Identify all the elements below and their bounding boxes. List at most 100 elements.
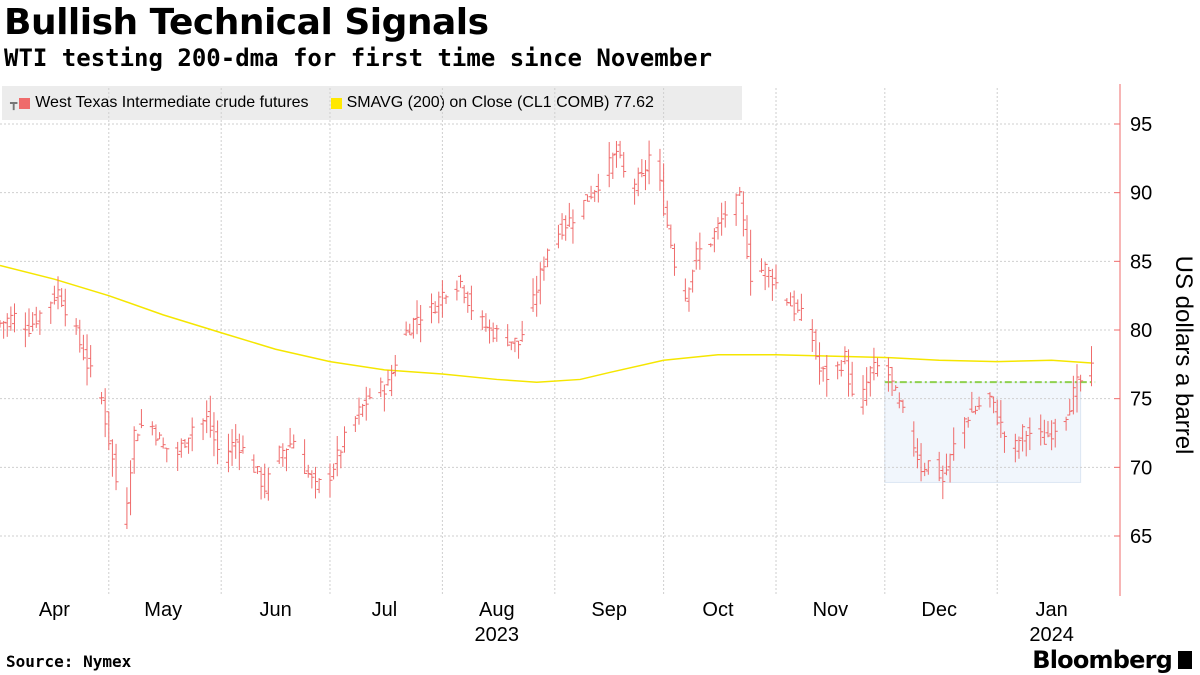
ohlc-bar bbox=[1074, 364, 1080, 413]
ohlc-bar bbox=[972, 405, 978, 415]
ohlc-bar bbox=[338, 449, 344, 469]
ohlc-bar bbox=[762, 261, 768, 291]
ohlc-bar bbox=[998, 400, 1004, 438]
ohlc-bar bbox=[744, 215, 750, 259]
ohlc-bar bbox=[189, 417, 195, 452]
ohlc-bar bbox=[439, 280, 445, 318]
ohlc-bar bbox=[410, 317, 416, 339]
ohlc-bar bbox=[791, 290, 797, 322]
ohlc-bar bbox=[240, 435, 246, 454]
ohlc-bar bbox=[534, 275, 540, 317]
ohlc-bar bbox=[461, 285, 467, 304]
ohlc-bar bbox=[686, 287, 692, 312]
ohlc-bar bbox=[1067, 398, 1073, 416]
chart-subtitle: WTI testing 200-dma for first time since… bbox=[4, 44, 713, 72]
ohlc-bar bbox=[429, 293, 435, 324]
ohlc-bar bbox=[519, 320, 525, 342]
ohlc-bar bbox=[55, 276, 61, 310]
ohlc-bar bbox=[432, 301, 438, 314]
ohlc-bar bbox=[530, 278, 536, 312]
ohlc-bar bbox=[262, 463, 268, 499]
ohlc-bar bbox=[99, 391, 105, 405]
ohlc-bar bbox=[149, 421, 155, 436]
ohlc-bar bbox=[610, 152, 616, 180]
ohlc-bar bbox=[494, 324, 500, 342]
ohlc-bar bbox=[1023, 430, 1029, 457]
ohlc-bar bbox=[157, 432, 163, 440]
ohlc-bar bbox=[922, 462, 928, 477]
ohlc-bar bbox=[737, 186, 743, 197]
legend-item-wti: ┳ West Texas Intermediate crude futures bbox=[10, 94, 309, 112]
ohlc-bar bbox=[537, 262, 543, 305]
ohlc-bar bbox=[276, 445, 282, 464]
ohlc-bar bbox=[30, 312, 36, 332]
ohlc-bar bbox=[555, 224, 561, 249]
ohlc-bar bbox=[693, 241, 699, 270]
x-tick-label: Jul bbox=[372, 599, 398, 621]
ohlc-bar bbox=[33, 306, 39, 328]
y-tick-label: 70 bbox=[1130, 457, 1152, 479]
ohlc-bar bbox=[965, 416, 971, 428]
ohlc-bar bbox=[1070, 375, 1076, 415]
ohlc-bar bbox=[378, 377, 384, 397]
ohlc-bar bbox=[769, 268, 775, 301]
ohlc-bar bbox=[584, 194, 590, 202]
bloomberg-logo: Bloomberg bbox=[1032, 646, 1192, 674]
ohlc-bar bbox=[84, 334, 90, 386]
ohlc-bar bbox=[128, 460, 134, 516]
ohlc-bar bbox=[773, 264, 779, 290]
ohlc-bar bbox=[1063, 416, 1069, 431]
chart-title: Bullish Technical Signals bbox=[4, 2, 489, 43]
ohlc-bar bbox=[798, 293, 804, 321]
ohlc-bar bbox=[940, 465, 946, 500]
ohlc-bar bbox=[211, 412, 217, 457]
ohlc-bar bbox=[657, 148, 663, 191]
y-tick-label: 65 bbox=[1130, 526, 1152, 548]
ohlc-bar bbox=[697, 232, 703, 270]
ohlc-bar bbox=[559, 213, 565, 240]
legend-item-sma: SMAVG (200) on Close (CL1 COMB) 77.62 bbox=[330, 94, 654, 112]
ohlc-bar bbox=[302, 439, 308, 474]
x-tick-label: Dec bbox=[921, 599, 957, 621]
ohlc-bar bbox=[124, 487, 130, 530]
ohlc-bar bbox=[138, 409, 144, 429]
ohlc-bar bbox=[229, 429, 235, 466]
ohlc-bar bbox=[842, 346, 848, 365]
ohlc-bar bbox=[860, 375, 866, 415]
ohlc-bar bbox=[352, 416, 358, 432]
ohlc-bar bbox=[740, 191, 746, 237]
ohlc-bar bbox=[1020, 424, 1026, 452]
ohlc-bar bbox=[835, 361, 841, 380]
ohlc-bar bbox=[182, 438, 188, 449]
ohlc-bar bbox=[925, 460, 931, 475]
ohlc-bar bbox=[392, 354, 398, 377]
ohlc-bar bbox=[668, 224, 674, 249]
ohlc-bar bbox=[367, 388, 373, 400]
ohlc-bar bbox=[200, 418, 206, 441]
ohlc-bar bbox=[671, 243, 677, 276]
bloomberg-terminal-icon bbox=[1178, 651, 1192, 669]
ohlc-bar bbox=[490, 322, 496, 343]
ohlc-bar bbox=[563, 215, 569, 241]
ohlc-bar bbox=[468, 285, 474, 320]
ohlc-bar bbox=[784, 298, 790, 306]
ohlc-bar bbox=[215, 420, 221, 465]
ohlc-bar bbox=[254, 465, 260, 475]
x-tick-label: Jan bbox=[1035, 599, 1067, 621]
ohlc-bar bbox=[1, 320, 7, 339]
ohlc-bar bbox=[487, 319, 493, 344]
x-tick-label: Nov bbox=[813, 599, 849, 621]
ohlc-bar bbox=[613, 140, 619, 168]
ohlc-bar bbox=[914, 438, 920, 469]
ohlc-bar bbox=[795, 299, 801, 313]
ohlc-bar bbox=[632, 178, 638, 205]
ohlc-bar bbox=[1016, 436, 1022, 459]
ohlc-bar bbox=[893, 385, 899, 391]
ohlc-bar bbox=[1045, 421, 1051, 438]
ohlc-bar bbox=[889, 366, 895, 396]
legend-label-sma: SMAVG (200) on Close (CL1 COMB) 77.62 bbox=[346, 94, 654, 111]
ohlc-bar bbox=[1001, 431, 1007, 453]
ohlc-bar bbox=[719, 202, 725, 236]
ohlc-bar bbox=[951, 427, 957, 461]
